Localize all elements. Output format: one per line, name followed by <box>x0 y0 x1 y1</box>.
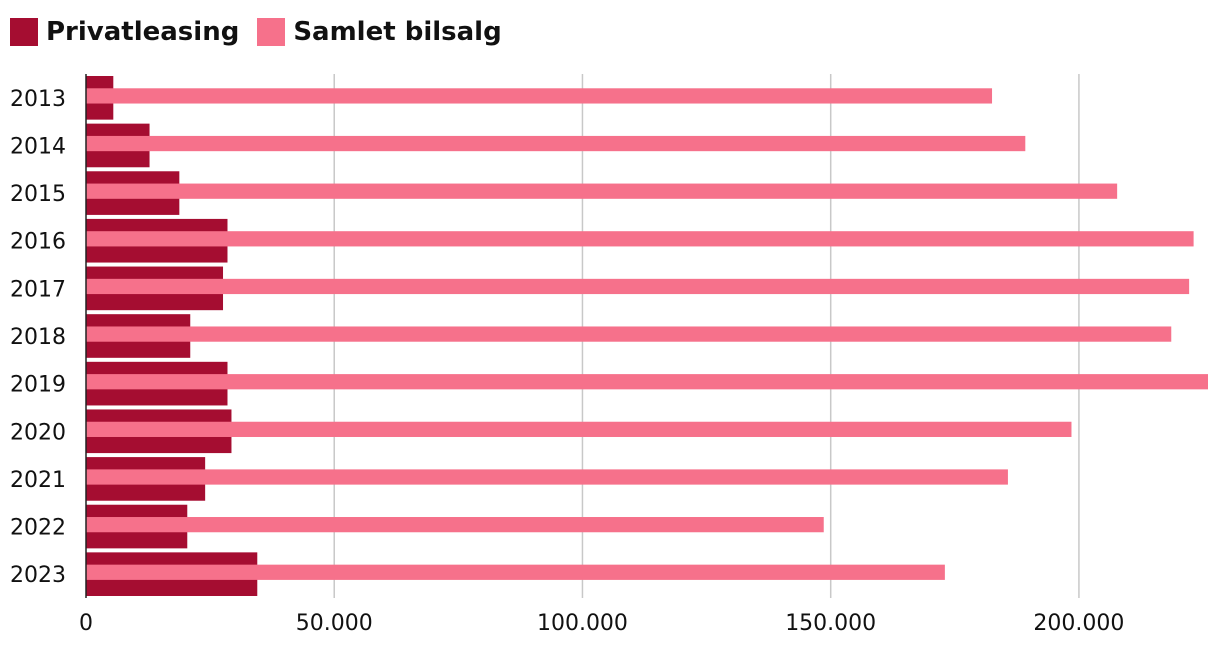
bar-samlet-bilsalg <box>86 421 1072 437</box>
x-tick-label: 50.000 <box>296 611 373 636</box>
legend-swatch-privatleasing <box>10 18 38 46</box>
bar-samlet-bilsalg <box>86 231 1194 247</box>
bar-samlet-bilsalg <box>86 469 1008 485</box>
y-tick-label: 2015 <box>10 182 66 207</box>
bar-samlet-bilsalg <box>86 326 1172 342</box>
x-tick-label: 200.000 <box>1033 611 1124 636</box>
y-tick-label: 2020 <box>10 420 66 445</box>
bar-samlet-bilsalg <box>86 183 1118 199</box>
legend-item-samlet-bilsalg: Samlet bilsalg <box>257 14 502 50</box>
y-tick-label: 2017 <box>10 277 66 302</box>
bar-samlet-bilsalg <box>86 517 824 533</box>
x-tick-label: 150.000 <box>785 611 876 636</box>
y-tick-label: 2014 <box>10 134 66 159</box>
y-tick-label: 2021 <box>10 468 66 493</box>
bar-samlet-bilsalg <box>86 135 1026 152</box>
bar-samlet-bilsalg <box>86 374 1208 390</box>
x-tick-label: 0 <box>79 611 93 636</box>
legend: Privatleasing Samlet bilsalg <box>10 14 502 50</box>
y-tick-label: 2018 <box>10 325 66 350</box>
y-tick-label: 2013 <box>10 87 66 112</box>
y-tick-label: 2023 <box>10 563 66 588</box>
legend-label-samlet-bilsalg: Samlet bilsalg <box>293 17 502 47</box>
bar-samlet-bilsalg <box>86 564 945 580</box>
legend-item-privatleasing: Privatleasing <box>10 14 239 50</box>
bar-samlet-bilsalg <box>86 278 1190 295</box>
y-tick-label: 2016 <box>10 230 66 255</box>
legend-swatch-samlet-bilsalg <box>257 18 286 46</box>
y-tick-label: 2022 <box>10 516 66 541</box>
x-tick-label: 100.000 <box>537 611 628 636</box>
bar-samlet-bilsalg <box>86 88 993 104</box>
legend-label-privatleasing: Privatleasing <box>46 17 240 47</box>
y-tick-label: 2019 <box>10 373 66 398</box>
